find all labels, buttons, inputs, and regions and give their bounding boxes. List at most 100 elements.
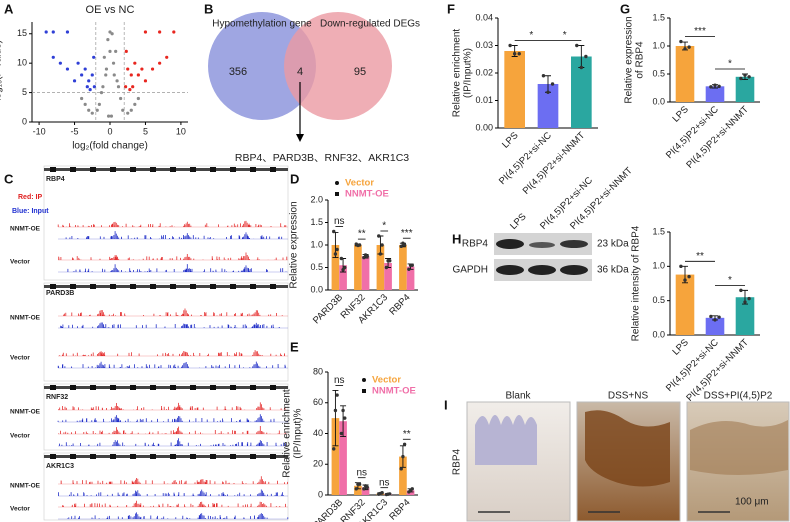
bar [537,84,559,128]
bar [339,421,347,495]
chrom-band [230,167,236,172]
chrom-band [250,167,256,172]
blot-band [560,265,588,275]
y-tick-label: 20 [313,459,323,469]
y-tick-label: 1.0 [652,261,665,271]
replicate-point [357,482,362,486]
replicate-point [341,408,345,413]
point [131,85,135,89]
replicate-point [743,300,747,304]
point [44,30,48,34]
point [124,49,128,54]
point [92,85,96,89]
replicate-point [384,265,389,270]
point [126,111,130,115]
replicate-point [579,65,584,70]
legend-label: NNMT-OE [345,189,389,200]
sig-label: * [563,30,567,41]
point [58,61,62,65]
replicate-point [343,416,347,420]
replicate-point [512,52,517,56]
chrom-band [250,454,256,459]
replicate-point [335,393,339,397]
point [72,79,77,83]
point [124,85,128,89]
replicate-point [541,74,546,78]
y-tick-label: 1.5 [652,12,665,22]
y-tick-label: 15 [17,28,27,38]
chrom-band [50,167,56,172]
chrom-band [210,167,216,172]
point [114,49,118,54]
replicate-point [332,229,336,234]
chrom-band [230,284,236,289]
sig-label: * [728,275,732,286]
sig-label: ** [696,251,704,262]
point [143,30,148,34]
replicate-point [357,243,362,247]
y-tick-label: 0 [318,489,323,499]
bar [406,266,415,290]
replicate-point [399,467,403,471]
chrom-band [130,167,136,172]
point [88,88,92,92]
chrom-band [50,385,56,390]
chrom-band [90,454,96,459]
point [133,102,137,106]
blot-size: 36 kDa [597,265,629,276]
y-tick-label: 1.0 [652,40,665,50]
bar [406,490,415,495]
y-axis-label: Relative enrichment [452,29,463,118]
track-signal [57,361,286,368]
y-axis-label: Relative expression [289,201,300,288]
track-signal [59,438,286,446]
x-axis-label: log₂(fold change) [72,141,148,152]
bar [361,487,370,495]
bar [675,46,695,102]
chrom-band [90,284,96,289]
y-tick-label: 1.5 [652,226,665,236]
chrom-ruler [44,455,288,458]
point [97,102,101,106]
y-tick-label: 5 [22,87,27,97]
track-signal [58,426,286,434]
legend-label: Vector [345,178,374,189]
point [111,61,116,65]
replicate-point [747,296,751,301]
blot-band [496,239,524,249]
replicate-point [739,288,743,293]
bar [399,456,407,495]
condition-label: Vector [10,506,30,513]
y-tick-label: 0.0 [310,284,323,294]
chrom-band [130,454,136,459]
replicate-point [407,267,411,271]
tissue [475,415,537,465]
point [106,38,110,42]
blot-protein: RBP4 [462,239,489,250]
chrom-band [90,167,96,172]
replicate-point [575,43,579,48]
point [108,49,112,54]
replicate-point [584,54,588,59]
point [95,108,99,112]
blot-band [529,242,555,248]
y-tick-label: 40 [313,428,323,438]
gene-name: RBP4 [46,176,65,183]
track-signal [63,308,283,316]
track-signal [57,220,287,227]
y-tick-label: 2.0 [310,194,323,204]
bar [354,485,362,495]
bar [354,245,362,290]
y-tick-label: 0.0 [652,96,665,106]
point [76,61,80,65]
point [126,67,130,71]
panel-label: I [444,397,448,412]
y-tick-label: 0.03 [475,40,493,50]
bar [705,317,725,335]
replicate-point [354,487,358,491]
y-tick-label: 0.5 [310,262,323,272]
legend-label: Vector [372,375,401,386]
replicate-point [747,75,751,79]
chrom-band [250,284,256,289]
legend-marker [362,389,366,393]
